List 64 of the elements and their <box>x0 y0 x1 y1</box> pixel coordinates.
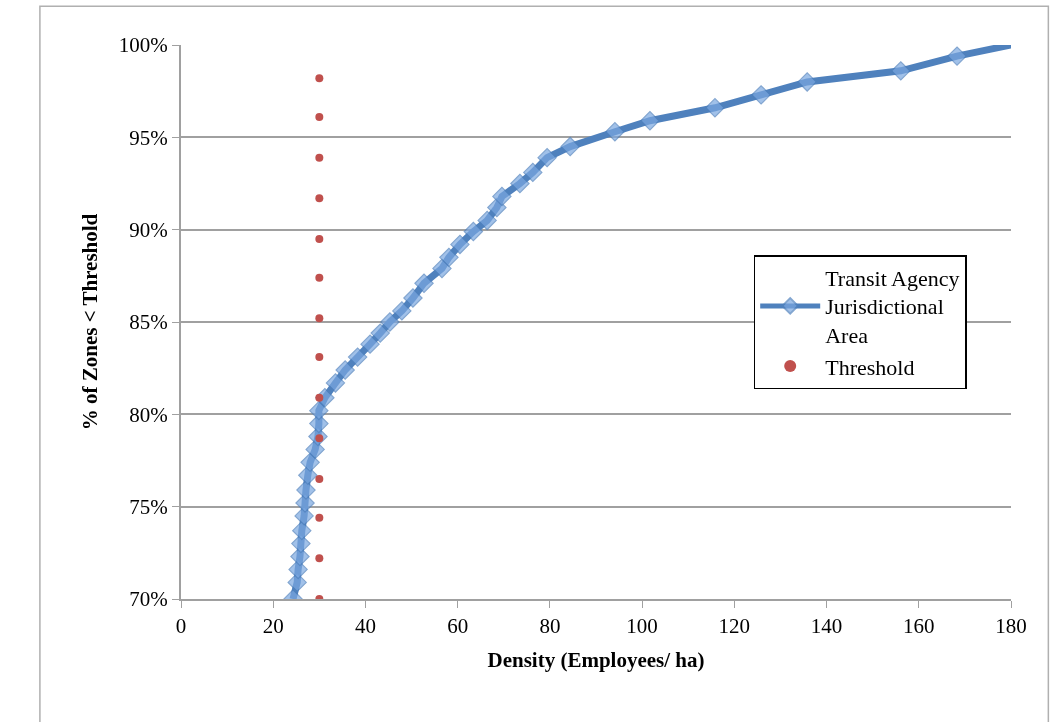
point <box>315 234 324 243</box>
point <box>315 554 324 563</box>
point <box>492 186 512 207</box>
x-tick-label: 180 <box>995 614 1027 639</box>
point <box>439 247 459 268</box>
x-tick-label: 20 <box>262 614 284 639</box>
point <box>414 273 434 293</box>
point <box>640 111 660 131</box>
point <box>705 98 725 118</box>
x-axis-title: Density (Employees/ ha) <box>487 647 705 672</box>
point <box>751 85 771 105</box>
legend-label: Threshold <box>825 354 915 380</box>
point <box>315 113 324 122</box>
point <box>403 288 423 308</box>
legend-label: Transit Agency Jurisdictional Area <box>825 265 960 349</box>
point <box>315 74 324 83</box>
point <box>477 210 497 231</box>
point <box>560 136 580 157</box>
point <box>463 221 484 242</box>
point <box>315 153 324 162</box>
y-tick-label: 100% <box>118 33 168 58</box>
y-tick-label: 90% <box>129 218 168 243</box>
point <box>537 147 557 168</box>
point <box>315 474 324 483</box>
point <box>305 439 325 460</box>
point <box>325 373 346 393</box>
point <box>347 347 368 367</box>
point <box>380 312 400 332</box>
x-tick-label: 120 <box>718 614 751 639</box>
point <box>309 400 329 421</box>
y-tick-label: 75% <box>129 495 168 520</box>
point <box>296 480 316 500</box>
point <box>335 360 355 380</box>
point <box>315 353 324 362</box>
point <box>947 46 967 66</box>
x-tick-label: 140 <box>810 614 843 639</box>
y-tick-label: 80% <box>129 402 168 427</box>
point <box>292 520 312 541</box>
x-tick-label: 40 <box>354 614 376 639</box>
point <box>450 234 470 255</box>
x-tick-label: 160 <box>903 614 935 639</box>
x-tick-label: 80 <box>539 614 561 639</box>
point <box>432 258 452 279</box>
point <box>370 323 390 343</box>
y-tick-label: 70% <box>129 587 168 612</box>
point <box>360 334 380 354</box>
point <box>315 513 324 522</box>
y-axis-title: % of Zones < Threshold <box>78 213 103 431</box>
point <box>300 452 320 473</box>
point <box>523 162 543 183</box>
point <box>315 273 324 282</box>
x-tick-label: 60 <box>447 614 469 639</box>
x-tick-label: 100 <box>626 614 658 639</box>
x-tick-label: 0 <box>175 614 187 639</box>
point <box>797 72 817 92</box>
point <box>315 194 324 203</box>
point <box>510 173 530 194</box>
point <box>605 122 625 142</box>
y-tick-label: 85% <box>129 310 168 335</box>
point <box>891 61 911 81</box>
point <box>315 393 324 402</box>
y-tick-label: 95% <box>129 125 168 150</box>
point <box>392 301 412 321</box>
point <box>315 314 324 323</box>
